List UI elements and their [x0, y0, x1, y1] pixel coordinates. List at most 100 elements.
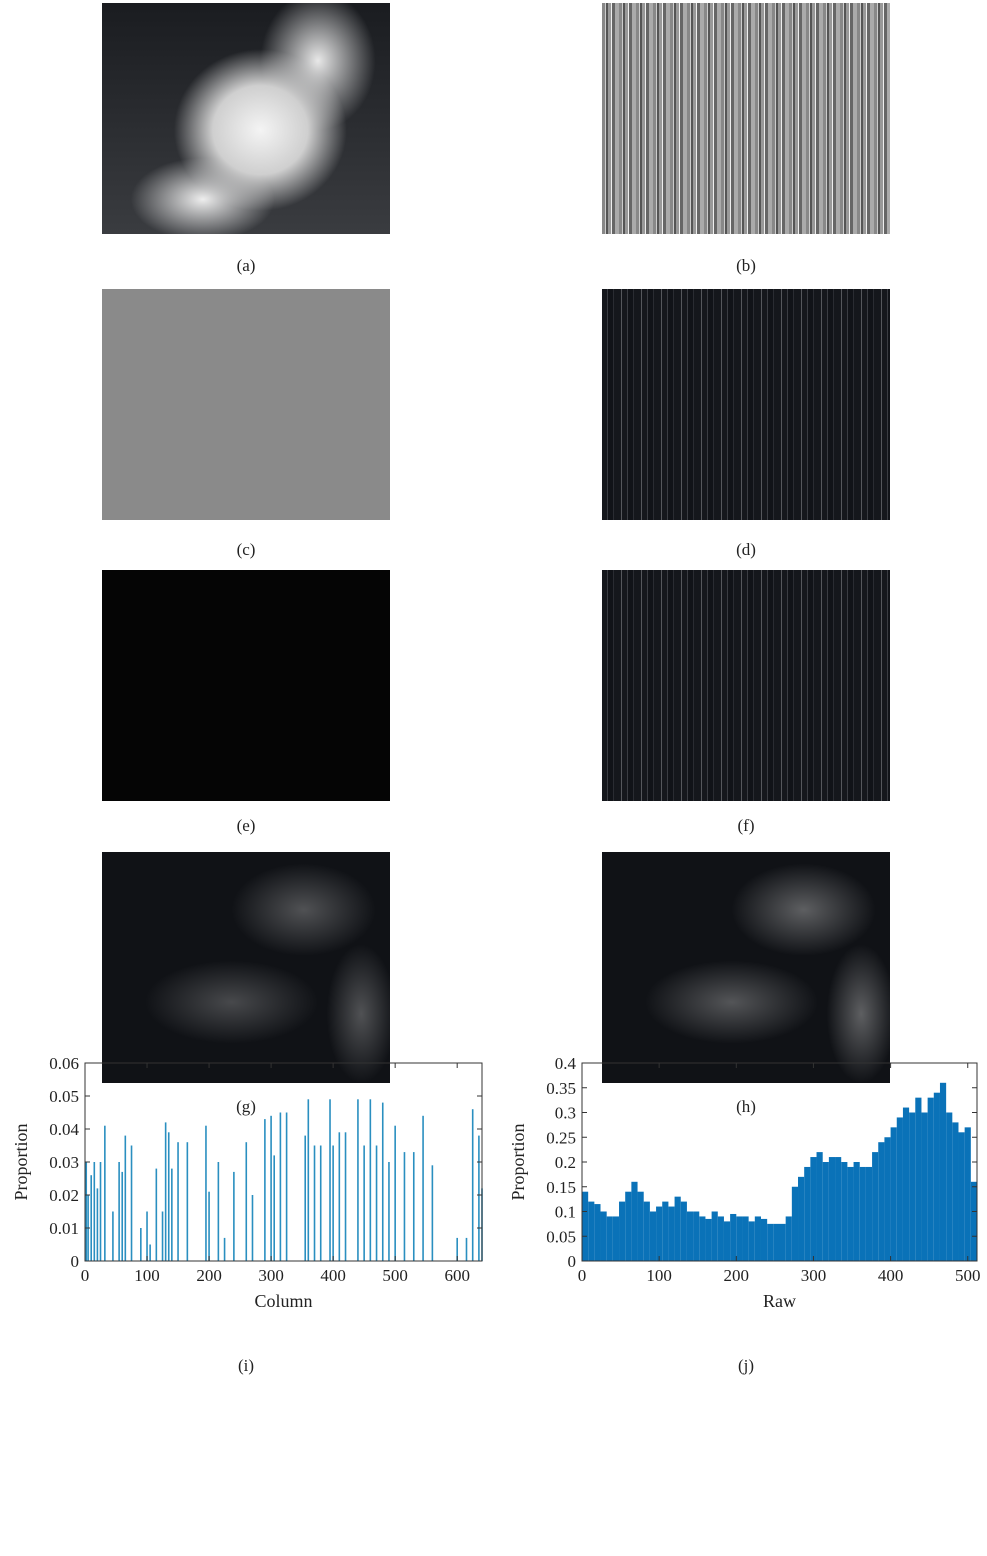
bar — [582, 1191, 589, 1261]
caption: (c) — [236, 540, 256, 559]
y-tick-label: 0.05 — [546, 1227, 576, 1246]
y-tick-label: 0.06 — [49, 1054, 79, 1073]
y-tick-label: 0 — [568, 1252, 577, 1271]
bar — [233, 1171, 235, 1261]
bar — [927, 1097, 934, 1261]
bar — [946, 1112, 953, 1261]
bar — [270, 1115, 272, 1261]
image-edges — [102, 852, 390, 1083]
caption: (b) — [736, 256, 756, 275]
bar — [357, 1099, 359, 1261]
bar — [872, 1152, 879, 1261]
x-tick-label: 300 — [258, 1266, 284, 1285]
bar — [859, 1166, 866, 1261]
bar — [375, 1145, 378, 1261]
bar — [884, 1137, 891, 1261]
bar — [431, 1165, 434, 1261]
bar — [161, 1211, 164, 1261]
bar — [588, 1201, 595, 1261]
bar — [915, 1097, 922, 1261]
bar — [693, 1211, 700, 1261]
bar — [847, 1166, 854, 1261]
bar — [804, 1166, 811, 1261]
bar — [388, 1162, 390, 1261]
bar — [140, 1228, 142, 1261]
bar — [285, 1112, 288, 1261]
bar — [600, 1211, 607, 1261]
bar — [902, 1107, 910, 1261]
y-tick-label: 0.2 — [555, 1153, 576, 1172]
bar — [674, 1196, 681, 1261]
bar — [705, 1218, 712, 1261]
bar — [878, 1142, 885, 1261]
bar — [96, 1188, 99, 1261]
bar — [381, 1102, 384, 1261]
x-tick-label: 500 — [382, 1266, 408, 1285]
bar — [798, 1176, 805, 1261]
bar — [149, 1244, 151, 1261]
y-tick-label: 0.35 — [546, 1079, 576, 1098]
caption: (e) — [236, 816, 256, 835]
bar — [130, 1145, 133, 1261]
bar — [662, 1201, 669, 1261]
bar — [736, 1216, 743, 1261]
y-tick-label: 0.04 — [49, 1120, 79, 1139]
bar — [791, 1186, 799, 1261]
x-tick-label: 100 — [134, 1266, 160, 1285]
bar — [304, 1135, 307, 1261]
bar — [612, 1216, 620, 1261]
bar — [471, 1109, 474, 1261]
bar — [835, 1157, 842, 1261]
bar — [85, 1162, 88, 1261]
y-tick-label: 0.01 — [49, 1219, 79, 1238]
bar — [177, 1142, 179, 1261]
bar — [686, 1211, 694, 1261]
image-dark-stripes — [602, 570, 890, 801]
bar — [155, 1168, 158, 1261]
image-stripes — [602, 3, 890, 234]
bar — [124, 1135, 127, 1261]
bar — [606, 1216, 613, 1261]
x-tick-label: 200 — [196, 1266, 222, 1285]
bar — [329, 1099, 331, 1261]
x-tick-label: 0 — [578, 1266, 587, 1285]
bar — [264, 1119, 266, 1261]
bar — [456, 1237, 458, 1261]
bar — [680, 1201, 687, 1261]
bar — [668, 1206, 675, 1261]
x-tick-label: 0 — [81, 1266, 90, 1285]
x-axis-label: Raw — [763, 1291, 796, 1311]
x-tick-label: 500 — [955, 1266, 981, 1285]
bar — [118, 1162, 120, 1261]
bar — [773, 1223, 780, 1261]
bar — [748, 1221, 755, 1261]
bar — [970, 1181, 977, 1261]
caption: (g) — [236, 1097, 256, 1116]
bar — [656, 1206, 663, 1261]
bar — [890, 1127, 897, 1261]
bar — [964, 1127, 971, 1261]
bar — [619, 1201, 626, 1261]
bar — [896, 1117, 903, 1261]
bar — [279, 1112, 282, 1261]
bar — [164, 1122, 167, 1261]
bar — [754, 1216, 761, 1261]
bar — [723, 1221, 731, 1261]
bar — [394, 1125, 396, 1261]
bar — [223, 1237, 226, 1261]
bar — [363, 1145, 365, 1261]
x-tick-label: 600 — [444, 1266, 470, 1285]
bar — [217, 1162, 220, 1261]
bar — [742, 1216, 749, 1261]
y-tick-label: 0.3 — [555, 1104, 576, 1123]
bar — [711, 1211, 718, 1261]
image-gray — [102, 289, 390, 520]
bar — [99, 1162, 102, 1261]
bar — [643, 1201, 650, 1261]
bar — [933, 1092, 940, 1261]
bar — [465, 1237, 468, 1261]
bar — [338, 1132, 341, 1261]
x-axis-label: Column — [254, 1291, 312, 1311]
bar — [649, 1211, 657, 1261]
